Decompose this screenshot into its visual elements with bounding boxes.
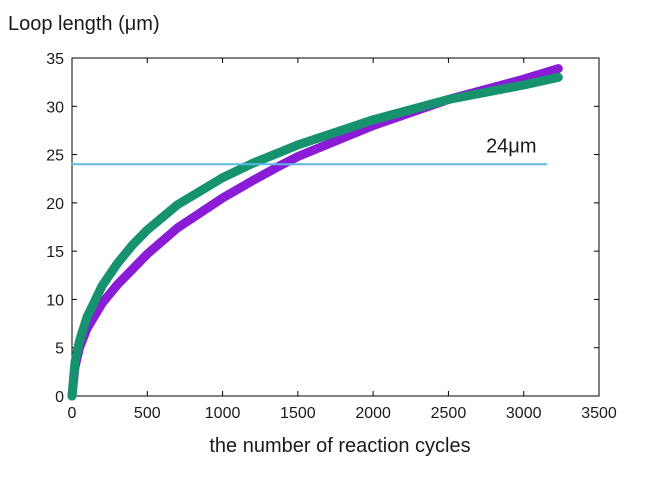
y-tick-label: 0: [55, 389, 64, 406]
y-tick-label: 25: [46, 148, 64, 165]
y-tick-label: 20: [46, 196, 64, 213]
x-tick-label: 500: [134, 405, 161, 422]
x-tick-label: 3500: [581, 405, 617, 422]
y-tick-label: 5: [55, 341, 64, 358]
x-tick-label: 3000: [506, 405, 542, 422]
x-tick-label: 2500: [431, 405, 467, 422]
plot-frame: [71, 57, 600, 397]
green-series-line: [67, 72, 563, 401]
x-tick-label: 0: [68, 405, 77, 422]
x-tick-label: 2000: [355, 405, 391, 422]
y-tick-label: 30: [46, 99, 64, 116]
y-axis-label: Loop length (μm): [8, 13, 160, 35]
x-axis-label: the number of reaction cycles: [209, 435, 470, 457]
annotation-24um: 24μm: [486, 136, 536, 158]
x-tick-label: 1000: [205, 405, 241, 422]
plot-area: 0 500 1000 1500 2000 2500 3000 3500 0 5 10 15 20 25 30…: [46, 51, 617, 422]
y-tick-label: 35: [46, 51, 64, 68]
y-tick-label: 15: [46, 244, 64, 261]
x-tick-label: 1500: [280, 405, 316, 422]
y-tick-label: 10: [46, 292, 64, 309]
